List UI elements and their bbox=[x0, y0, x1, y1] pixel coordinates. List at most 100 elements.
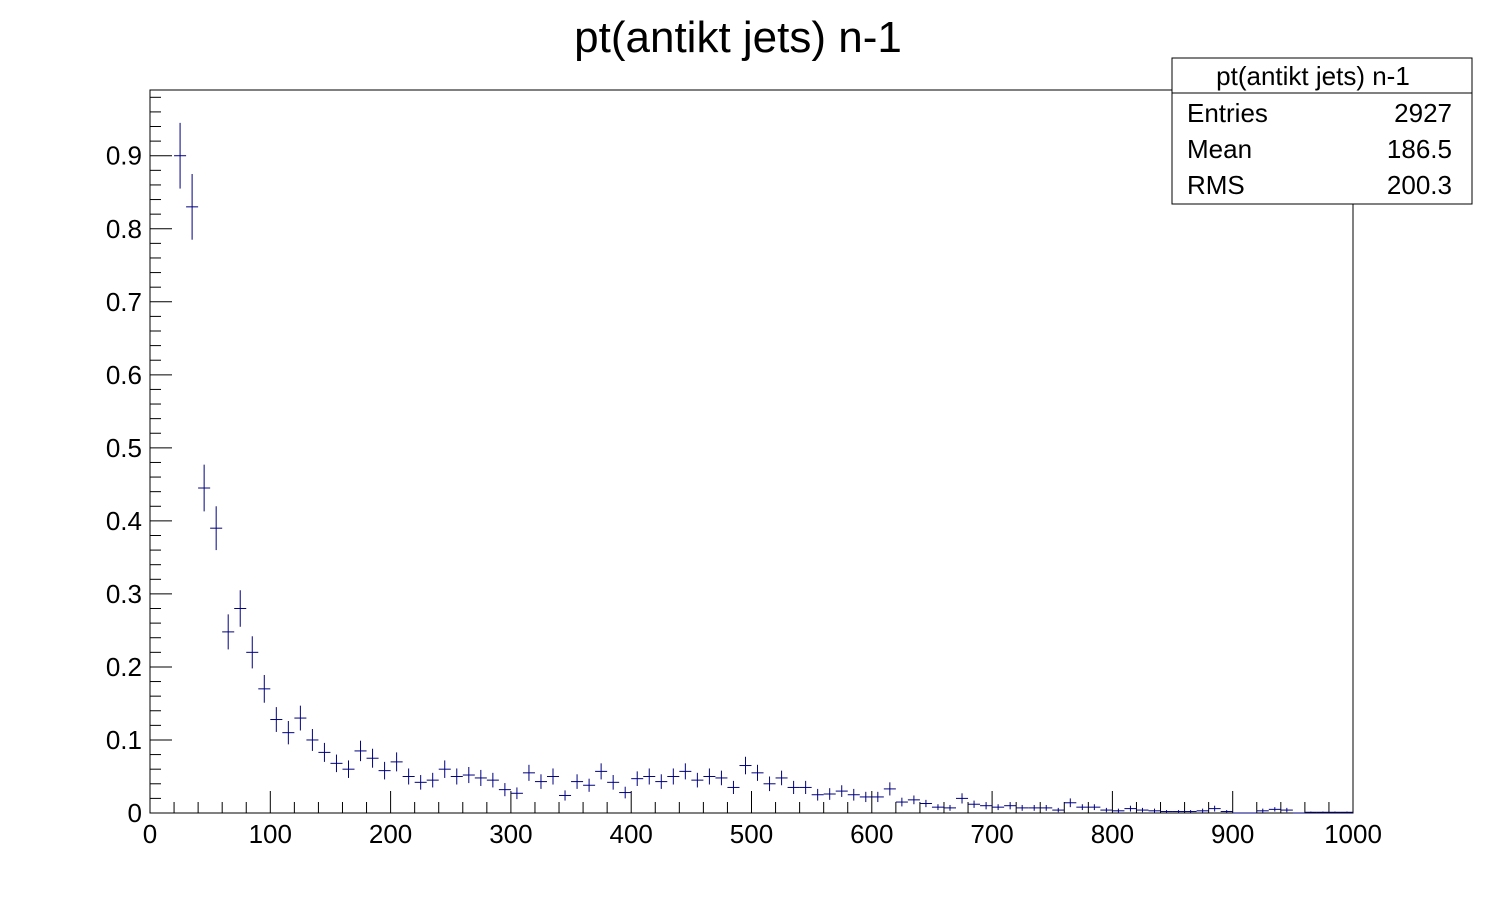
data-point bbox=[1196, 808, 1209, 813]
data-point bbox=[186, 173, 199, 240]
data-point bbox=[462, 766, 475, 784]
data-point bbox=[787, 780, 800, 795]
data-point bbox=[883, 782, 896, 796]
data-point bbox=[222, 614, 235, 650]
data-point bbox=[703, 768, 716, 785]
data-point bbox=[270, 707, 283, 732]
data-point bbox=[354, 740, 367, 762]
y-tick-label: 0.9 bbox=[106, 141, 142, 171]
data-point bbox=[486, 772, 499, 788]
data-point bbox=[1124, 805, 1137, 812]
data-point bbox=[835, 785, 848, 797]
data-point bbox=[1088, 804, 1101, 811]
stats-rms-label: RMS bbox=[1187, 170, 1245, 200]
data-point bbox=[294, 705, 307, 731]
data-point bbox=[823, 788, 836, 800]
data-point bbox=[1316, 811, 1329, 813]
data-point bbox=[258, 674, 271, 703]
data-point bbox=[992, 804, 1005, 811]
data-point bbox=[595, 763, 608, 780]
y-tick-label: 0.2 bbox=[106, 652, 142, 682]
data-point bbox=[306, 729, 319, 751]
data-point bbox=[763, 776, 776, 792]
data-point bbox=[679, 763, 692, 780]
x-tick-label: 400 bbox=[610, 819, 653, 849]
data-point bbox=[943, 804, 957, 811]
x-tick-label: 200 bbox=[369, 819, 412, 849]
data-point bbox=[438, 760, 451, 778]
data-point bbox=[474, 769, 487, 786]
stats-entries-value: 2927 bbox=[1394, 98, 1452, 128]
data-point bbox=[1052, 807, 1065, 813]
stats-entries-label: Entries bbox=[1187, 98, 1268, 128]
data-point bbox=[1172, 810, 1185, 813]
x-tick-label: 300 bbox=[489, 819, 532, 849]
data-point bbox=[631, 771, 644, 786]
y-tick-label: 0.4 bbox=[106, 506, 142, 536]
x-tick-label: 900 bbox=[1211, 819, 1254, 849]
data-point bbox=[402, 768, 415, 785]
x-tick-label: 700 bbox=[970, 819, 1013, 849]
x-tick-label: 500 bbox=[730, 819, 773, 849]
data-point bbox=[282, 720, 295, 745]
stats-box: pt(antikt jets) n-1 Entries 2927 Mean 18… bbox=[1171, 57, 1473, 205]
data-point bbox=[318, 742, 331, 762]
data-point bbox=[366, 748, 379, 768]
y-axis: 0 0.1 0.2 0.3 0.4 0.5 0.6 0.7 0.8 0.9 bbox=[106, 96, 172, 828]
data-point bbox=[643, 768, 656, 785]
stats-mean-value: 186.5 bbox=[1387, 134, 1452, 164]
data-point bbox=[1160, 810, 1173, 813]
y-tick-label: 0.6 bbox=[106, 360, 142, 390]
y-tick-label: 0 bbox=[128, 798, 142, 828]
data-point bbox=[390, 752, 403, 772]
data-point bbox=[859, 791, 872, 803]
data-point bbox=[1340, 811, 1353, 813]
data-point bbox=[655, 774, 668, 789]
data-point bbox=[980, 802, 993, 810]
data-point bbox=[931, 804, 944, 811]
data-point bbox=[1004, 802, 1017, 810]
stats-rms-value: 200.3 bbox=[1387, 170, 1452, 200]
data-point bbox=[583, 778, 596, 792]
data-point bbox=[426, 772, 439, 788]
data-point bbox=[1112, 808, 1125, 813]
data-point bbox=[667, 768, 680, 785]
x-tick-label: 100 bbox=[249, 819, 292, 849]
data-point bbox=[246, 636, 259, 669]
data-point bbox=[715, 770, 728, 786]
data-point bbox=[559, 790, 572, 801]
data-point bbox=[1076, 804, 1089, 811]
stats-box-frame bbox=[1171, 57, 1473, 205]
data-point bbox=[811, 788, 824, 801]
data-point bbox=[919, 799, 932, 808]
data-point bbox=[1184, 810, 1197, 813]
data-point bbox=[1028, 804, 1041, 811]
data-point bbox=[1040, 804, 1053, 811]
data-point bbox=[414, 775, 427, 790]
data-point bbox=[907, 795, 920, 805]
data-point bbox=[739, 756, 752, 775]
data-point bbox=[1304, 811, 1317, 813]
data-point bbox=[775, 770, 788, 786]
data-point bbox=[210, 506, 223, 551]
data-point bbox=[751, 764, 764, 781]
data-point bbox=[330, 754, 343, 773]
y-tick-label: 0.7 bbox=[106, 287, 142, 317]
data-point bbox=[510, 787, 523, 800]
data-point bbox=[871, 791, 884, 803]
data-point bbox=[1220, 810, 1233, 813]
y-tick-label: 0.8 bbox=[106, 214, 142, 244]
chart-title: pt(antikt jets) n-1 bbox=[574, 13, 902, 62]
data-point bbox=[1268, 807, 1281, 812]
data-point bbox=[619, 786, 632, 799]
data-point bbox=[234, 590, 247, 627]
data-point bbox=[1208, 805, 1221, 812]
data-point bbox=[342, 760, 355, 778]
data-point bbox=[968, 800, 981, 808]
data-point bbox=[546, 768, 560, 785]
data-point bbox=[534, 774, 547, 789]
x-tick-label: 1000 bbox=[1324, 819, 1382, 849]
data-point bbox=[1280, 807, 1293, 813]
data-point bbox=[498, 783, 511, 797]
data-point bbox=[607, 775, 620, 790]
